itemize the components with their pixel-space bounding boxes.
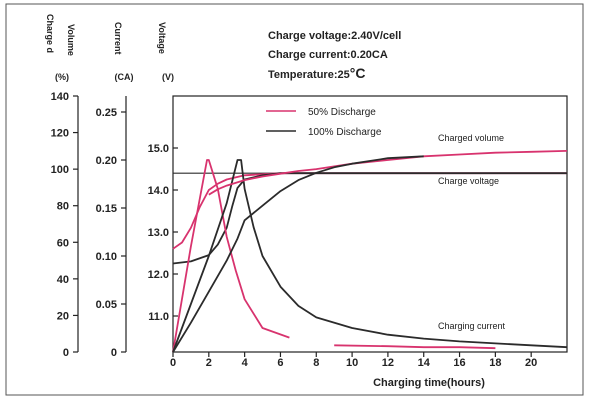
- x-tick-label-2: 2: [206, 357, 212, 369]
- series-current-50-discharge-2: [172, 159, 290, 353]
- voltage-axis: 11.0 12.0 13.0 14.0 15.0: [148, 143, 178, 323]
- volume-tick-label-100: 100: [51, 164, 69, 176]
- x-tick-label-14: 14: [418, 357, 431, 369]
- x-tick-label-18: 18: [489, 357, 501, 369]
- condition-temperature: Temperature:25°C: [268, 65, 365, 81]
- x-tick-label-4: 4: [242, 357, 249, 369]
- x-axis: 0 2 4 6 8 10 12 14 16 18 20: [170, 352, 537, 369]
- condition-temperature-unit: °C: [350, 65, 366, 81]
- current-tick-label-0-10: 0.10: [96, 251, 117, 263]
- volume-tick-label-40: 40: [57, 274, 69, 286]
- x-tick-label-10: 10: [346, 357, 358, 369]
- volume-axis-name-b: Volume: [66, 24, 76, 56]
- charge-conditions: Charge voltage:2.40V/cell Charge current…: [268, 30, 401, 81]
- volume-axis: 0 20 40 60 80 100 120 140: [51, 91, 79, 359]
- volume-tick-label-120: 120: [51, 128, 69, 140]
- current-tick-label-0-15: 0.15: [96, 203, 117, 215]
- voltage-axis-name: Voltage: [157, 22, 167, 54]
- voltage-tick-label-14-0: 14.0: [148, 185, 169, 197]
- current-tick-label-0: 0: [111, 347, 117, 359]
- volume-tick-label-20: 20: [57, 310, 69, 322]
- voltage-axis-unit: (V): [162, 72, 174, 82]
- annotation-charged-volume: Charged volume: [438, 133, 504, 143]
- voltage-tick-label-13-0: 13.0: [148, 227, 169, 239]
- x-tick-label-6: 6: [277, 357, 283, 369]
- series-current-100-discharge-4: [172, 159, 568, 353]
- volume-axis-name-a: Charge d: [45, 14, 55, 53]
- volume-tick-label-140: 140: [51, 91, 69, 103]
- plot-frame: [172, 95, 568, 353]
- current-tick-label-0-05: 0.05: [96, 299, 117, 311]
- series-current-50-discharge-3: [334, 344, 496, 350]
- volume-tick-label-80: 80: [57, 201, 69, 213]
- current-tick-label-0-25: 0.25: [96, 107, 117, 119]
- outer-frame: [5, 3, 584, 396]
- current-axis-name: Current: [113, 22, 123, 55]
- current-axis: 0 0.05 0.10 0.15 0.20 0.25: [96, 96, 127, 359]
- condition-charge-voltage: Charge voltage:2.40V/cell: [268, 30, 401, 42]
- series-volume-50-discharge-5: [208, 150, 568, 196]
- series-volume-100-discharge-6: [172, 155, 424, 353]
- x-tick-label-8: 8: [313, 357, 319, 369]
- voltage-tick-label-15-0: 15.0: [148, 143, 169, 155]
- condition-temperature-value: Temperature:25: [268, 69, 350, 81]
- volume-tick-label-0: 0: [63, 347, 69, 359]
- x-axis-label: Charging time(hours): [373, 377, 485, 389]
- x-tick-label-16: 16: [453, 357, 465, 369]
- voltage-tick-label-12-0: 12.0: [148, 269, 169, 281]
- legend: 50% Discharge 100% Discharge: [266, 107, 382, 138]
- x-tick-label-0: 0: [170, 357, 176, 369]
- volume-tick-label-60: 60: [57, 237, 69, 249]
- current-axis-unit: (CA): [115, 72, 134, 82]
- axis-headers: Charge d Volume (%) Current (CA) Voltage…: [45, 14, 174, 82]
- condition-charge-current: Charge current:0.20CA: [268, 49, 388, 61]
- legend-label-100-discharge: 100% Discharge: [308, 127, 382, 138]
- annotation-charge-voltage: Charge voltage: [438, 176, 499, 186]
- x-tick-label-20: 20: [525, 357, 537, 369]
- x-tick-label-12: 12: [382, 357, 394, 369]
- series-layer: [172, 150, 568, 353]
- voltage-tick-label-11-0: 11.0: [148, 311, 169, 323]
- legend-label-50-discharge: 50% Discharge: [308, 107, 376, 118]
- current-tick-label-0-20: 0.20: [96, 155, 117, 167]
- volume-axis-unit: (%): [55, 72, 69, 82]
- annotation-charging-current: Charging current: [438, 321, 506, 331]
